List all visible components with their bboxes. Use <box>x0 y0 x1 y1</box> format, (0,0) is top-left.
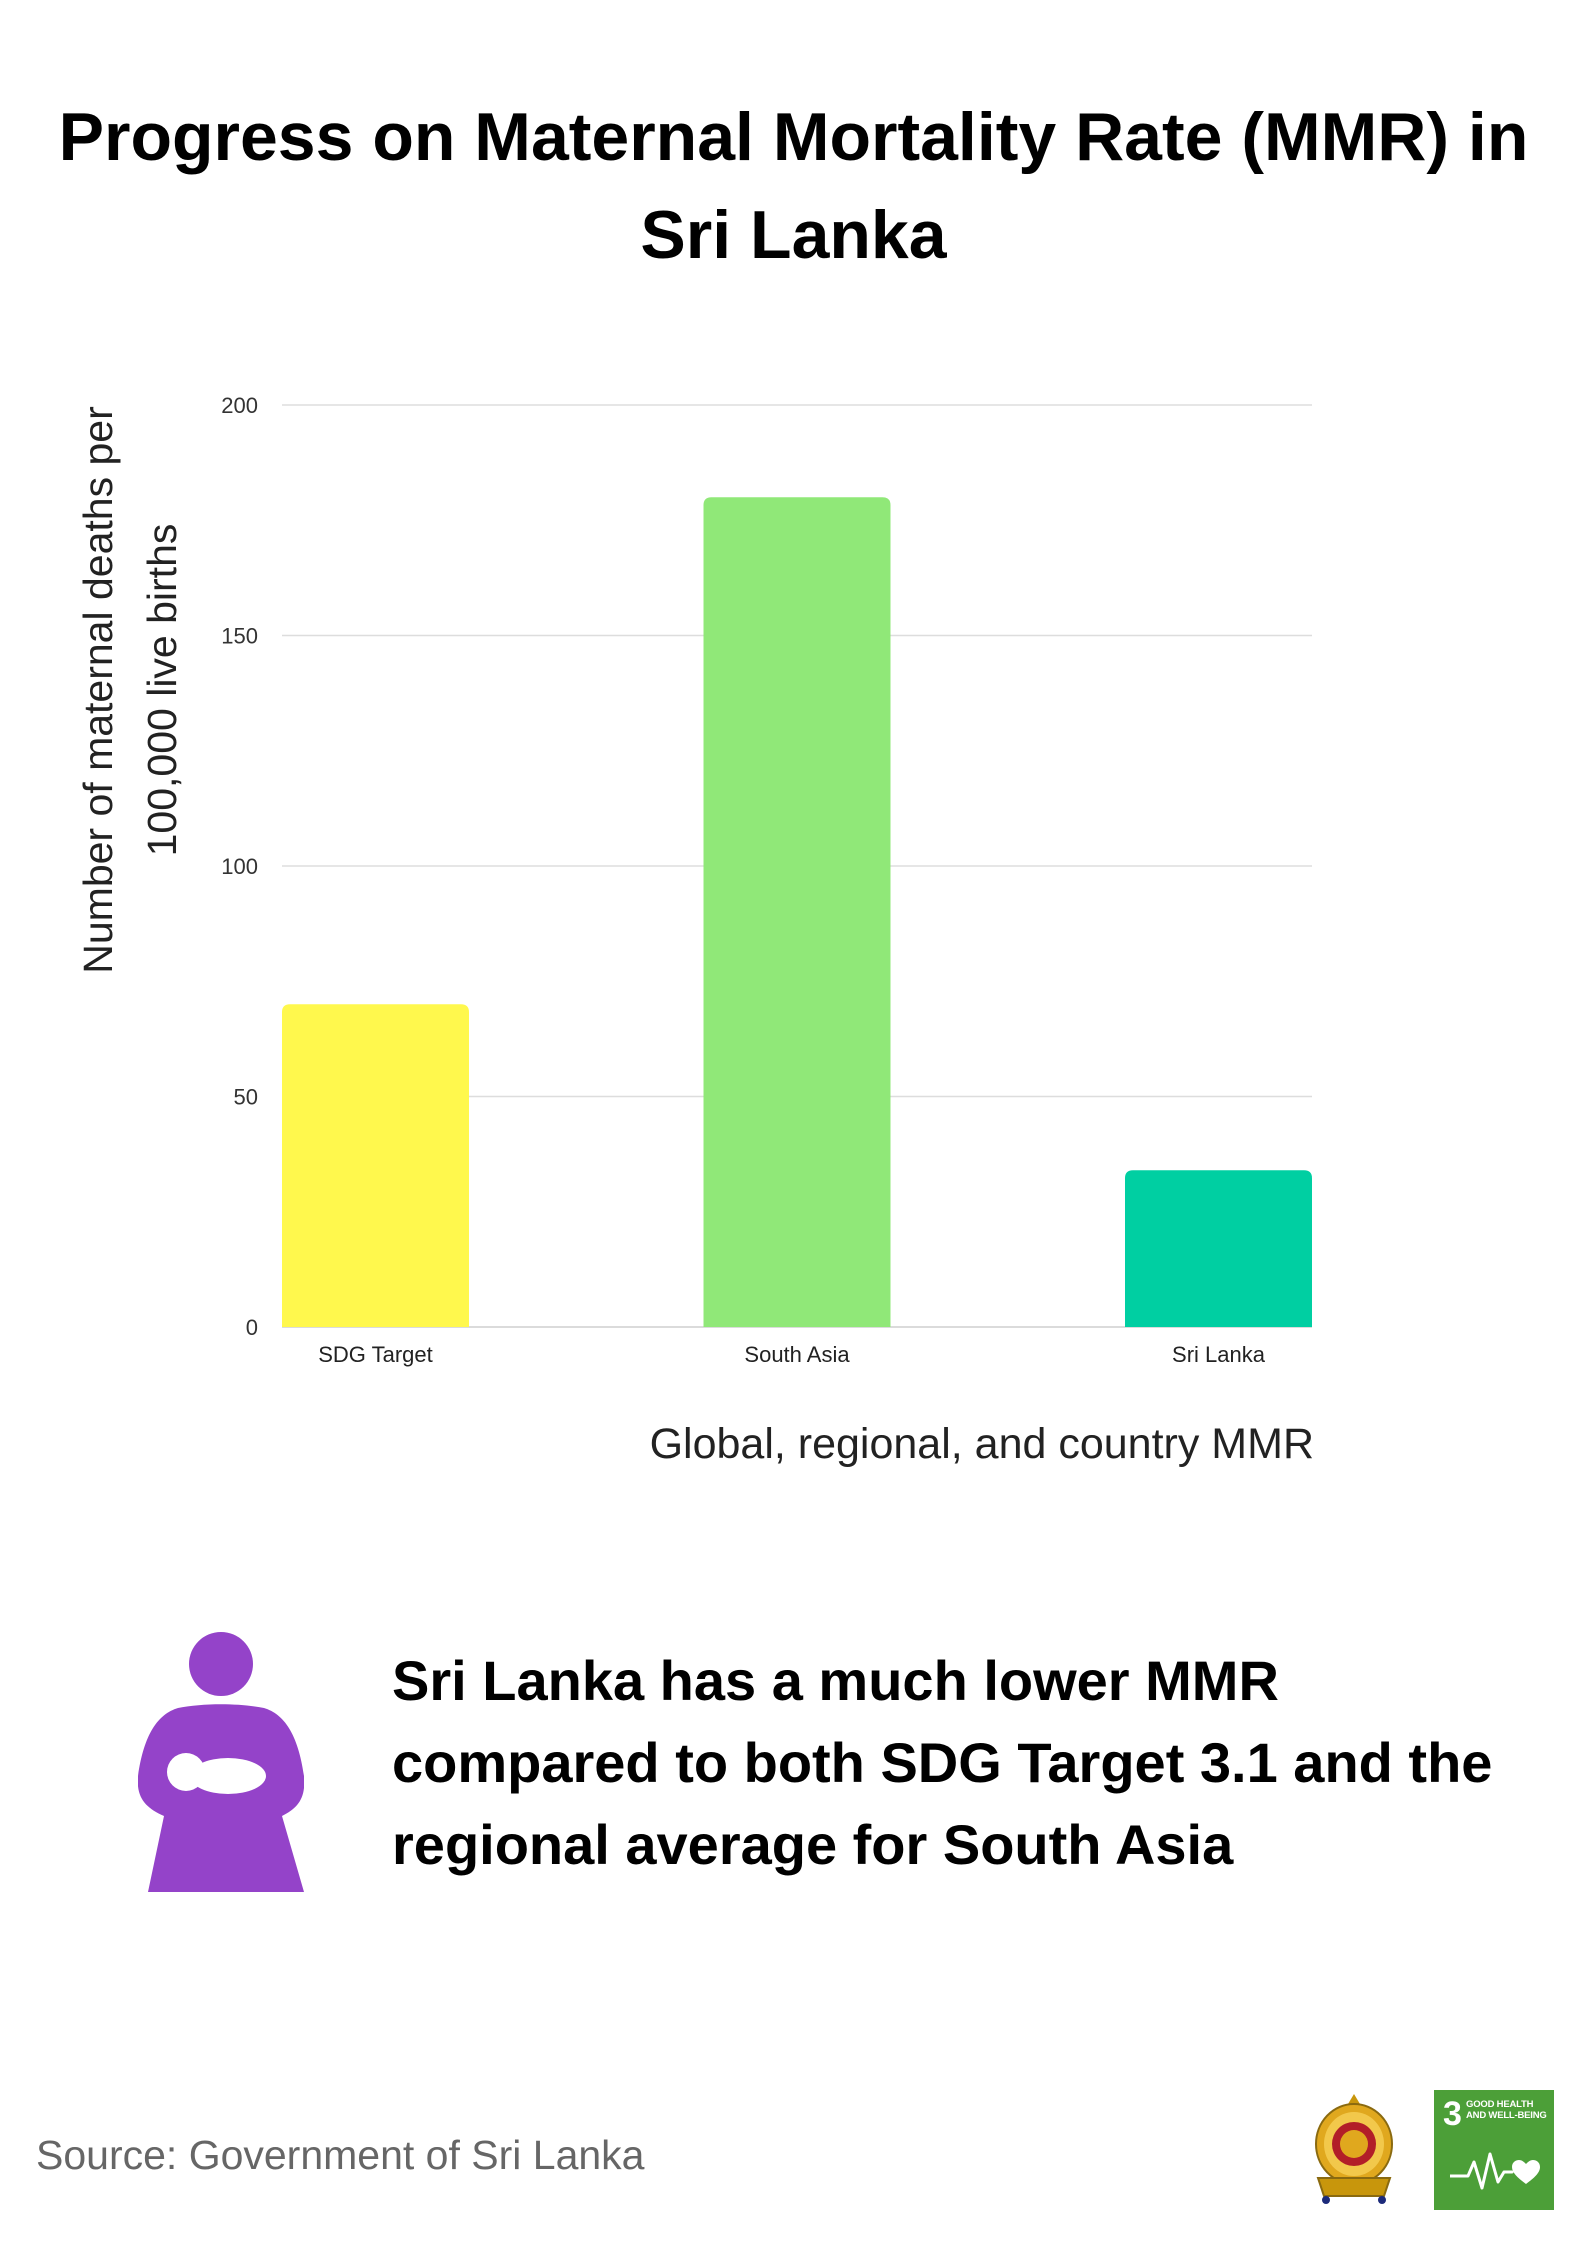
chart-title: Progress on Maternal Mortality Rate (MMR… <box>58 99 1529 273</box>
sdg-goal-label: GOOD HEALTH AND WELL-BEING <box>1466 2099 1547 2121</box>
bar <box>703 497 891 1327</box>
mother-holding-baby-icon <box>138 1632 304 1892</box>
x-tick-label: Sri Lanka <box>1172 1342 1266 1367</box>
sri-lanka-emblem-icon <box>1315 2094 1393 2204</box>
sdg-goal-number: 3 <box>1443 2095 1462 2133</box>
sdg-goal-3-badge: 3 GOOD HEALTH AND WELL-BEING <box>1434 2090 1554 2210</box>
x-tick-label: South Asia <box>744 1342 850 1367</box>
y-tick-label: 150 <box>221 624 258 649</box>
bar <box>1125 1170 1312 1327</box>
x-tick-label: SDG Target <box>318 1342 433 1367</box>
bar-chart: 0 50 100 150 200 SDG Target South Asia Sri Lank… <box>221 393 1312 1367</box>
y-tick-label: 100 <box>221 854 258 879</box>
heartbeat-icon <box>1450 2152 1540 2190</box>
y-tick-label: 0 <box>246 1315 258 1340</box>
bar <box>282 1004 469 1327</box>
y-axis-label: Number of maternal deaths per 100,000 li… <box>75 406 185 974</box>
x-axis-label: Global, regional, and country MMR <box>649 1420 1314 1468</box>
source-note: Source: Government of Sri Lanka <box>36 2132 645 2178</box>
callout-text: Sri Lanka has a much lower MMR compared … <box>392 1649 1493 1876</box>
y-tick-label: 50 <box>234 1085 258 1110</box>
y-tick-label: 200 <box>221 393 258 418</box>
